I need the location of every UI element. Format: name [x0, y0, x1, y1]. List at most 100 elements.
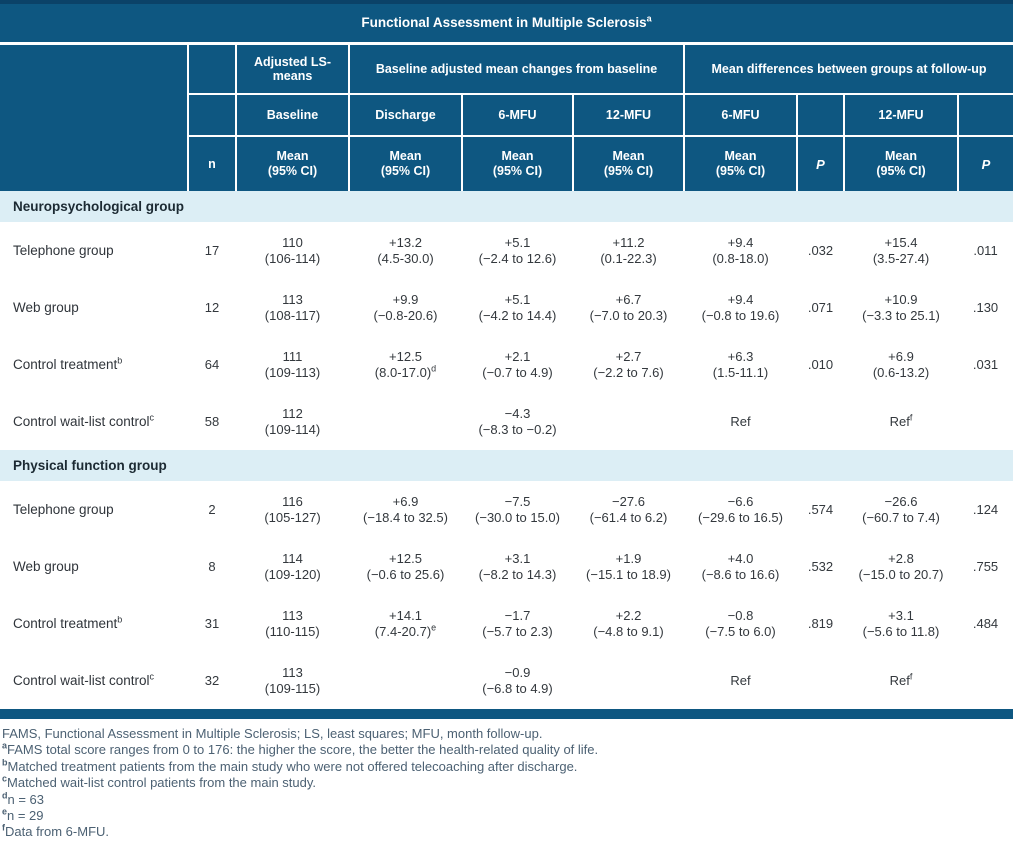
bottom-accent-bar — [0, 709, 1013, 719]
row-label: Telephone group — [0, 222, 188, 279]
cell-6mfu: +3.1 (−8.2 to 14.3) — [462, 538, 573, 595]
cell-p-6mfu — [797, 652, 844, 709]
cell-6mfu: +5.1 (−2.4 to 12.6) — [462, 222, 573, 279]
cell-n: 31 — [188, 595, 236, 652]
cell-baseline: 113 (109-115) — [236, 652, 349, 709]
cell-12mfu: +6.7 (−7.0 to 20.3) — [573, 279, 684, 336]
footnote-a: aFAMS total score ranges from 0 to 176: … — [2, 741, 599, 758]
cell-6mfu: +5.1 (−4.2 to 14.4) — [462, 279, 573, 336]
stat-header-row: n Mean (95% CI) Mean (95% CI) Mean (95% CI)… — [0, 136, 1013, 191]
cell-discharge: +14.1 (7.4-20.7)e — [349, 595, 462, 652]
cell-12mfu: −27.6 (−61.4 to 6.2) — [573, 481, 684, 538]
col-header-n: n — [188, 136, 237, 191]
cell-diff-12mfu: +10.9 (−3.3 to 25.1) — [844, 279, 958, 336]
cell-p-6mfu: .574 — [797, 481, 844, 538]
cell-baseline: 116 (105-127) — [236, 481, 349, 538]
col-header-mean-ci: Mean (95% CI) — [349, 136, 463, 191]
col-header-mean-ci: Mean (95% CI) — [573, 136, 685, 191]
cell-discharge: +12.5 (−0.6 to 25.6) — [349, 538, 462, 595]
cell-12mfu: +1.9 (−15.1 to 18.9) — [573, 538, 684, 595]
cell-discharge — [349, 652, 462, 709]
cell-baseline: 111 (109-113) — [236, 336, 349, 393]
cell-diff-12mfu: +2.8 (−15.0 to 20.7) — [844, 538, 958, 595]
footnote-b: bMatched treatment patients from the mai… — [2, 757, 578, 774]
cell-6mfu: −1.7 (−5.7 to 2.3) — [462, 595, 573, 652]
cell-p-12mfu: .130 — [958, 279, 1013, 336]
cell-p-12mfu: .031 — [958, 336, 1013, 393]
col-header-12mfu: 12-MFU — [573, 94, 685, 137]
cell-diff-6mfu: Ref — [684, 652, 797, 709]
footnote-f: fData from 6-MFU. — [2, 823, 110, 840]
cell-n: 64 — [188, 336, 236, 393]
footnotes: FAMS, Functional Assessment in Multiple … — [0, 719, 1013, 841]
cell-6mfu: −0.9 (−6.8 to 4.9) — [462, 652, 573, 709]
row-label: Web group — [0, 279, 188, 336]
cell-n: 8 — [188, 538, 236, 595]
col-header-mean-ci: Mean (95% CI) — [844, 136, 959, 191]
col-header-diff-6mfu: 6-MFU — [684, 94, 798, 137]
table-row-web-group: Web group 8 114 (109-120) +12.5 (−0.6 to 2… — [0, 538, 1013, 595]
cell-n: 2 — [188, 481, 236, 538]
table-row-control-treatment: Control treatmentb 31 113 (110-115) +14.1… — [0, 595, 1013, 652]
row-label: Telephone group — [0, 481, 188, 538]
col-header-p: P — [958, 136, 1013, 191]
row-label: Control treatmentb — [0, 595, 188, 652]
cell-p-12mfu: .124 — [958, 481, 1013, 538]
cell-p-6mfu: .819 — [797, 595, 844, 652]
cell-baseline: 112 (109-114) — [236, 393, 349, 450]
section-label: Physical function group — [0, 450, 1013, 481]
cell-diff-6mfu: +9.4 (−0.8 to 19.6) — [684, 279, 797, 336]
table-row-control-wait-list: Control wait-list controlc 32 113 (109-11… — [0, 652, 1013, 709]
cell-6mfu: −7.5 (−30.0 to 15.0) — [462, 481, 573, 538]
col-header-mean-ci: Mean (95% CI) — [684, 136, 798, 191]
cell-diff-6mfu: +9.4 (0.8-18.0) — [684, 222, 797, 279]
col-header-baseline: Baseline — [236, 94, 350, 137]
cell-baseline: 114 (109-120) — [236, 538, 349, 595]
footnote-c: cMatched wait-list control patients from… — [2, 773, 317, 791]
n-column-spacer — [188, 94, 237, 137]
section-label: Neuropsychological group — [0, 191, 1013, 222]
row-label: Web group — [0, 538, 188, 595]
cell-diff-6mfu: −0.8 (−7.5 to 6.0) — [684, 595, 797, 652]
cell-diff-6mfu: −6.6 (−29.6 to 16.5) — [684, 481, 797, 538]
fams-results-table: Functional Assessment in Multiple Sclero… — [0, 4, 1013, 709]
cell-n: 12 — [188, 279, 236, 336]
group-header-baseline-adjusted-changes: Baseline adjusted mean changes from base… — [349, 43, 685, 95]
row-label: Control wait-list controlc — [0, 652, 188, 709]
col-header-mean-ci: Mean (95% CI) — [462, 136, 574, 191]
table-row-control-wait-list: Control wait-list controlc 58 112 (109-11… — [0, 393, 1013, 450]
cell-n: 17 — [188, 222, 236, 279]
cell-discharge — [349, 393, 462, 450]
cell-12mfu: +2.2 (−4.8 to 9.1) — [573, 595, 684, 652]
cell-baseline: 110 (106-114) — [236, 222, 349, 279]
col-header-diff-12mfu: 12-MFU — [844, 94, 959, 137]
col-header-discharge: Discharge — [349, 94, 463, 137]
cell-diff-6mfu: +6.3 (1.5-11.1) — [684, 336, 797, 393]
cell-p-12mfu — [958, 393, 1013, 450]
cell-6mfu: +2.1 (−0.7 to 4.9) — [462, 336, 573, 393]
cell-baseline: 113 (108-117) — [236, 279, 349, 336]
cell-diff-12mfu: +6.9 (0.6-13.2) — [844, 336, 958, 393]
cell-diff-6mfu: Ref — [684, 393, 797, 450]
row-label: Control treatmentb — [0, 336, 188, 393]
table-row-telephone-group: Telephone group 17 110 (106-114) +13.2 (4.… — [0, 222, 1013, 279]
cell-12mfu — [573, 652, 684, 709]
cell-diff-12mfu: Reff — [844, 652, 958, 709]
cell-discharge: +12.5 (8.0-17.0)d — [349, 336, 462, 393]
title-superscript: a — [646, 13, 652, 24]
footnote-d: dn = 63 — [2, 790, 45, 807]
cell-diff-12mfu: −26.6 (−60.7 to 7.4) — [844, 481, 958, 538]
row-label: Control wait-list controlc — [0, 393, 188, 450]
cell-discharge: +13.2 (4.5-30.0) — [349, 222, 462, 279]
cell-baseline: 113 (110-115) — [236, 595, 349, 652]
cell-p-6mfu: .071 — [797, 279, 844, 336]
footnote-e: en = 29 — [2, 806, 44, 824]
cell-p-12mfu: .484 — [958, 595, 1013, 652]
cell-p-6mfu — [797, 393, 844, 450]
cell-p-6mfu: .032 — [797, 222, 844, 279]
cell-p-12mfu: .755 — [958, 538, 1013, 595]
top-accent-bar — [0, 0, 1013, 4]
cell-discharge: +9.9 (−0.8-20.6) — [349, 279, 462, 336]
p-column-spacer — [797, 94, 845, 137]
